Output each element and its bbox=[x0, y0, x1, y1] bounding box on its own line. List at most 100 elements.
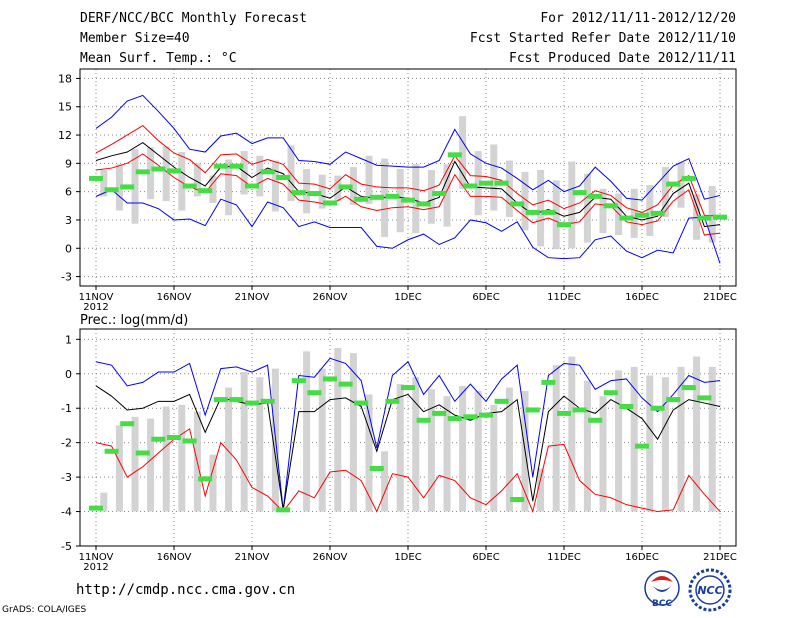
temp-ensemble-marker bbox=[697, 215, 712, 221]
precip-xtick-label: 11NOV bbox=[79, 552, 114, 563]
precip-range-bar bbox=[630, 366, 638, 512]
fcst-produced-date: Fcst Produced Date 2012/11/11 bbox=[509, 51, 736, 66]
temp-range-bar bbox=[365, 155, 373, 204]
precip-ytick-label: -2 bbox=[61, 437, 72, 450]
temp-xtick-year: 2012 bbox=[83, 302, 108, 313]
precip-ytick-label: -3 bbox=[61, 471, 72, 484]
precip-range-bar bbox=[677, 366, 685, 512]
temp-range-bar bbox=[521, 171, 529, 231]
precip-range-bar bbox=[427, 389, 435, 512]
precip-range-bar bbox=[381, 451, 389, 512]
precip-ensemble-marker bbox=[167, 435, 181, 440]
temp-range-bar bbox=[303, 169, 311, 214]
precip-xtick-label: 16NOV bbox=[157, 552, 192, 563]
temp-range-bar bbox=[131, 149, 139, 224]
temp-ensemble-marker bbox=[229, 163, 244, 169]
precip-ensemble-marker bbox=[697, 395, 712, 401]
ncc-logo-text: NCC bbox=[697, 584, 722, 597]
precip-ensemble-marker bbox=[666, 397, 681, 403]
temp-ytick-label: -3 bbox=[61, 271, 72, 284]
temp-ensemble-marker bbox=[510, 201, 525, 207]
temp-ytick-label: 6 bbox=[65, 186, 72, 199]
temp-ensemble-marker bbox=[104, 187, 119, 193]
temp-xtick-label: 21NOV bbox=[235, 292, 270, 303]
precip-range-bar bbox=[459, 385, 467, 512]
temp-ensemble-marker bbox=[650, 210, 665, 216]
temp-range-bar bbox=[396, 169, 404, 233]
temp-ensemble-marker bbox=[588, 193, 603, 199]
temp-ensemble-marker bbox=[401, 197, 415, 203]
temp-ensemble-marker bbox=[432, 191, 447, 197]
precip-ensemble-marker bbox=[89, 505, 103, 511]
temp-range-bar bbox=[147, 147, 155, 200]
temp-xtick-label: 11DEC bbox=[547, 292, 581, 303]
precip-range-bar bbox=[615, 370, 623, 512]
temp-ensemble-marker bbox=[245, 183, 259, 189]
temp-range-bar bbox=[677, 162, 685, 208]
precip-range-bar bbox=[178, 404, 186, 512]
temp-range-bar bbox=[490, 144, 498, 211]
temp-ensemble-marker bbox=[167, 168, 181, 174]
temp-ensemble-marker bbox=[479, 180, 493, 186]
header-left: DERF/NCC/BCC Monthly Forecast Member Siz… bbox=[80, 10, 307, 70]
precip-ytick-label: -4 bbox=[61, 506, 72, 519]
precip-ensemble-marker bbox=[198, 476, 213, 482]
temp-ensemble-marker bbox=[323, 200, 337, 206]
precip-range-bar bbox=[505, 387, 513, 512]
temp-ensemble-marker bbox=[603, 203, 618, 209]
precip-ensemble-marker bbox=[510, 497, 525, 502]
temp-ytick-label: 0 bbox=[65, 242, 72, 255]
precip-max-line bbox=[95, 357, 721, 510]
temp-xtick-label: 11NOV bbox=[79, 292, 114, 303]
precip-range-bar bbox=[349, 353, 357, 512]
temp-range-bar bbox=[568, 161, 576, 249]
precip-ytick-label: -5 bbox=[61, 540, 72, 553]
precip-ensemble-marker bbox=[151, 436, 166, 442]
precip-ensemble-marker bbox=[463, 414, 478, 420]
precip-ensemble-marker bbox=[354, 400, 369, 406]
temp-xtick-label: 6DEC bbox=[472, 292, 499, 303]
precip-range-bar bbox=[365, 394, 373, 512]
temp-ytick-label: 18 bbox=[58, 72, 72, 85]
precip-ensemble-marker bbox=[385, 398, 400, 404]
precip-ensemble-marker bbox=[416, 417, 431, 423]
temp-range-bar bbox=[225, 159, 233, 216]
temp-range-bar bbox=[178, 152, 186, 211]
temp-ensemble-marker bbox=[557, 222, 571, 228]
precip-ensemble-marker bbox=[525, 407, 540, 413]
temp-ensemble-marker bbox=[635, 212, 649, 218]
temp-range-bar bbox=[115, 164, 123, 211]
precip-range-bar bbox=[100, 492, 108, 512]
temp-ensemble-marker bbox=[447, 152, 462, 158]
precip-range-bar bbox=[661, 377, 669, 512]
precip-ensemble-marker bbox=[603, 390, 618, 396]
temp-p10-line bbox=[95, 153, 721, 236]
temp-ensemble-marker bbox=[713, 214, 727, 220]
temp-min-line bbox=[95, 189, 721, 264]
temp-xtick-label: 16DEC bbox=[625, 292, 659, 303]
temp-ensemble-marker bbox=[307, 191, 322, 197]
source-url[interactable]: http://cmdp.ncc.cma.gov.cn bbox=[76, 582, 296, 598]
precip-ensemble-marker bbox=[681, 385, 696, 391]
temp-ensemble-marker bbox=[525, 209, 540, 215]
variable-label: Mean Surf. Temp.: °C bbox=[80, 51, 237, 66]
temp-range-bar bbox=[630, 188, 638, 238]
precip-ensemble-marker bbox=[447, 416, 462, 422]
precip-range-bar bbox=[474, 391, 482, 512]
bcc-logo: BCC bbox=[644, 570, 680, 609]
temp-ensemble-marker bbox=[151, 166, 166, 172]
precip-ytick-label: -1 bbox=[61, 402, 72, 415]
precip-range-bar bbox=[396, 384, 404, 512]
precip-ensemble-marker bbox=[213, 397, 228, 403]
temp-xtick-label: 16NOV bbox=[157, 292, 192, 303]
temp-range-bar bbox=[474, 151, 482, 216]
temp-range-bar bbox=[256, 155, 264, 197]
precip-ensemble-marker bbox=[182, 438, 197, 444]
precip-range-bar bbox=[568, 356, 576, 512]
temp-range-bar bbox=[349, 167, 357, 205]
precip-ensemble-marker bbox=[307, 390, 322, 396]
temp-range-bar bbox=[162, 146, 170, 202]
precip-ensemble-marker bbox=[323, 376, 337, 382]
precip-range-bar bbox=[225, 387, 233, 512]
